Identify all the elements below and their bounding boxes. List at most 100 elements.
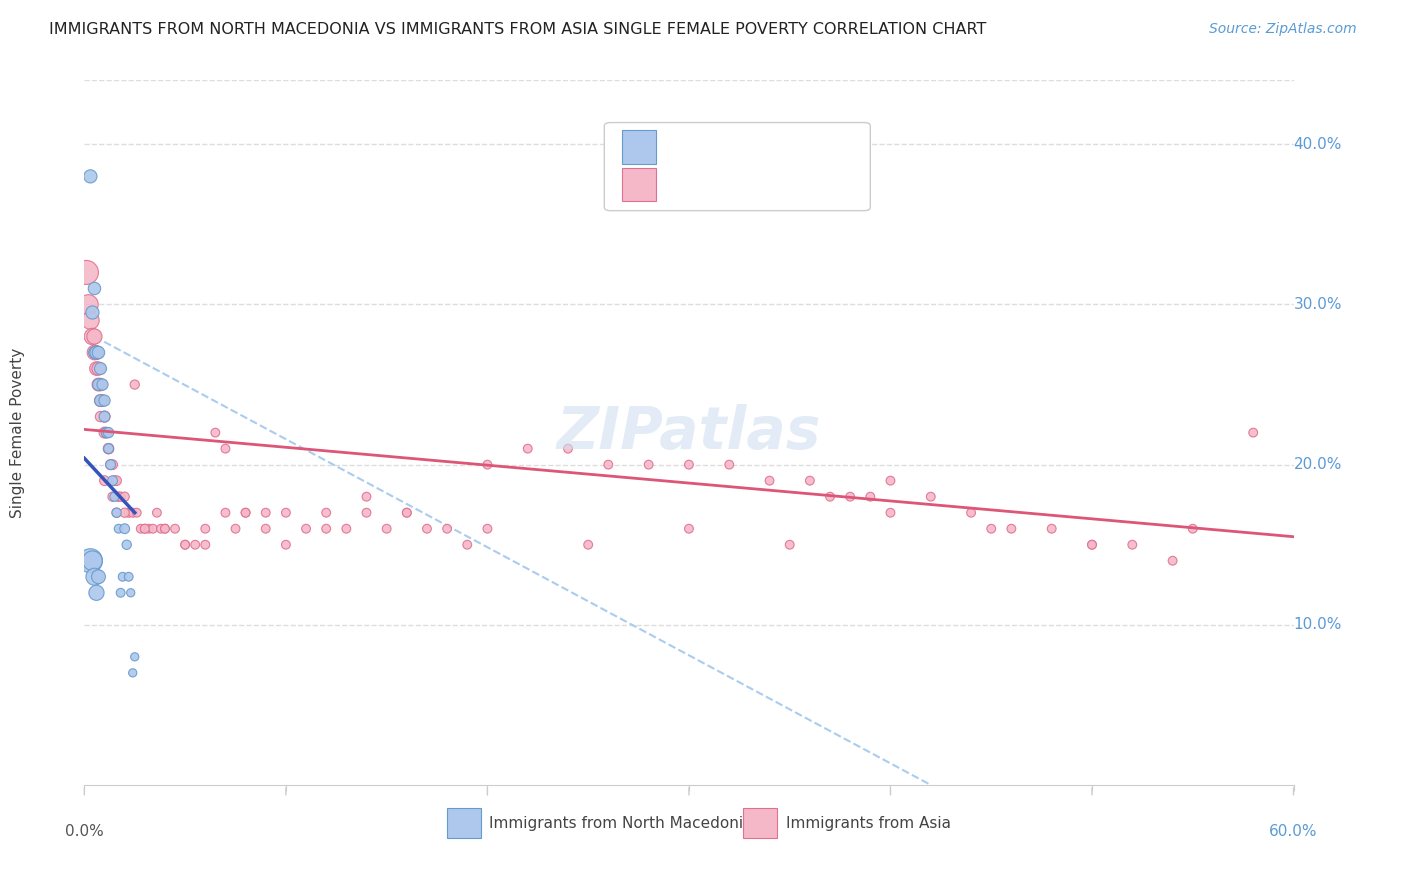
Point <box>87 570 110 584</box>
Text: 10.0%: 10.0% <box>1294 617 1341 632</box>
Point <box>598 458 620 472</box>
Point <box>124 649 146 664</box>
Point <box>335 522 357 536</box>
Point <box>980 522 1002 536</box>
Text: 100: 100 <box>834 177 869 195</box>
Point <box>83 345 105 359</box>
Point <box>235 506 257 520</box>
Point <box>395 506 418 520</box>
Point <box>115 538 138 552</box>
Point <box>194 538 217 552</box>
Point <box>1081 538 1104 552</box>
Point <box>395 506 418 520</box>
Text: 60.0%: 60.0% <box>1270 824 1317 838</box>
Point <box>678 458 700 472</box>
Point <box>174 538 197 552</box>
Text: -0.528: -0.528 <box>720 177 779 195</box>
Point <box>79 169 101 184</box>
Point <box>214 442 236 456</box>
Point <box>235 506 257 520</box>
Point <box>96 425 118 440</box>
Point <box>920 490 942 504</box>
Point <box>142 522 165 536</box>
Point <box>105 506 128 520</box>
Point <box>214 506 236 520</box>
Point <box>174 538 197 552</box>
Point <box>82 554 104 568</box>
Point <box>97 425 120 440</box>
Point <box>1181 522 1204 536</box>
Point <box>110 490 132 504</box>
Text: 0.0%: 0.0% <box>65 824 104 838</box>
Point <box>93 474 115 488</box>
Point <box>93 393 115 408</box>
Point <box>77 297 100 311</box>
Point <box>1161 554 1184 568</box>
Point <box>82 305 104 319</box>
FancyBboxPatch shape <box>623 168 657 202</box>
Point <box>254 506 277 520</box>
Point <box>93 409 115 424</box>
Point <box>274 506 297 520</box>
Point <box>104 474 127 488</box>
Point <box>274 538 297 552</box>
Point <box>436 522 458 536</box>
Point <box>879 474 901 488</box>
Point <box>839 490 862 504</box>
Point <box>87 377 110 392</box>
Point <box>97 442 120 456</box>
Point <box>678 522 700 536</box>
Text: Immigrants from North Macedonia: Immigrants from North Macedonia <box>489 815 754 830</box>
Point <box>1121 538 1143 552</box>
Text: N =: N = <box>792 140 828 158</box>
Point <box>75 265 97 279</box>
Point <box>184 538 207 552</box>
Text: 40.0%: 40.0% <box>1294 136 1341 152</box>
Point <box>86 586 108 600</box>
Point <box>89 361 111 376</box>
Point <box>82 329 104 343</box>
Point <box>118 570 141 584</box>
Text: -0.108: -0.108 <box>720 140 779 158</box>
Point <box>225 522 247 536</box>
Text: Source: ZipAtlas.com: Source: ZipAtlas.com <box>1209 22 1357 37</box>
Point <box>96 425 118 440</box>
Point <box>799 474 821 488</box>
Point <box>1000 522 1022 536</box>
Point <box>87 345 110 359</box>
Point <box>121 506 143 520</box>
Point <box>779 538 801 552</box>
Text: ZIPatlas: ZIPatlas <box>557 404 821 461</box>
FancyBboxPatch shape <box>447 808 481 838</box>
Text: Single Female Poverty: Single Female Poverty <box>10 348 25 517</box>
Point <box>114 490 136 504</box>
Point <box>1241 425 1264 440</box>
Point <box>89 393 111 408</box>
Point <box>204 425 226 440</box>
Point <box>83 281 105 295</box>
Point <box>93 425 115 440</box>
Point <box>111 570 134 584</box>
Text: 20.0%: 20.0% <box>1294 458 1341 472</box>
Point <box>101 474 124 488</box>
Point <box>818 490 841 504</box>
Point <box>89 377 111 392</box>
Point <box>456 538 478 552</box>
Point <box>83 329 105 343</box>
Point <box>134 522 156 536</box>
Text: R =: R = <box>671 177 707 195</box>
Point <box>83 570 105 584</box>
Point <box>859 490 882 504</box>
Point <box>97 442 120 456</box>
Point <box>129 522 152 536</box>
Point <box>1081 538 1104 552</box>
Text: Immigrants from Asia: Immigrants from Asia <box>786 815 950 830</box>
Point <box>120 586 142 600</box>
Point <box>516 442 538 456</box>
Point <box>315 522 337 536</box>
Point <box>86 361 108 376</box>
Point <box>315 506 337 520</box>
Point <box>879 506 901 520</box>
Point <box>91 393 114 408</box>
FancyBboxPatch shape <box>623 130 657 164</box>
